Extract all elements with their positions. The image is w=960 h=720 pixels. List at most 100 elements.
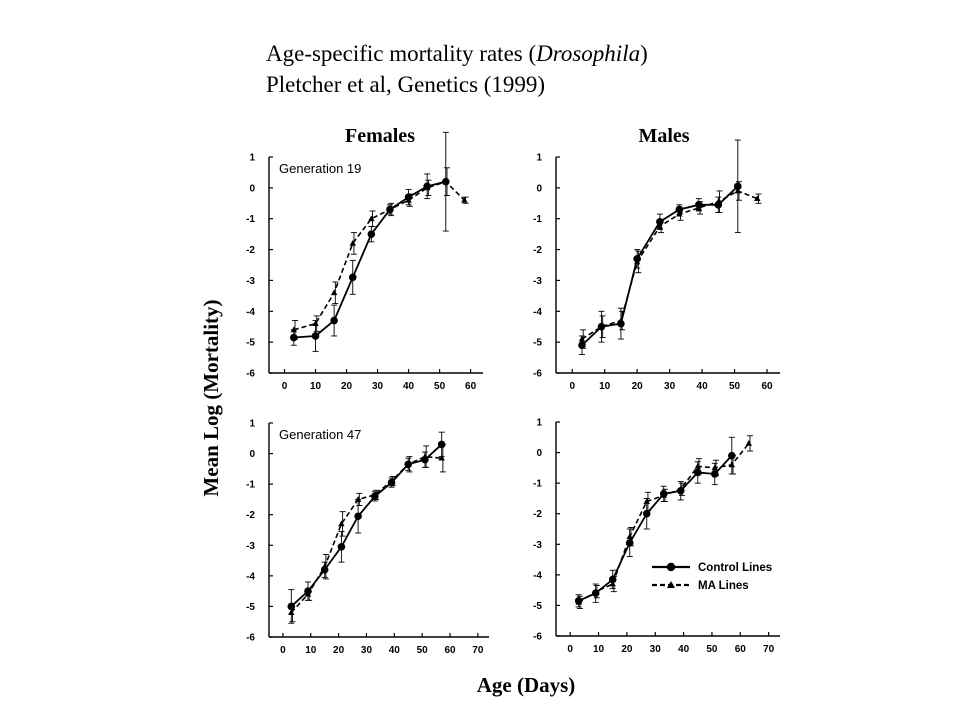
series-line [578,455,733,602]
title-suffix: ) [640,41,648,66]
data-point-ma [321,563,328,570]
y-tick-label: 1 [536,153,542,164]
data-point-ma [711,464,718,471]
y-axis-label: Mean Log (Mortality) [199,299,223,496]
y-tick-label: 0 [536,183,542,194]
data-point-control [733,182,742,191]
x-tick-label: 20 [341,381,353,392]
data-point-ma [633,258,641,265]
data-point-control [608,575,617,584]
data-point-ma [695,204,703,211]
slide-title-line2: Pletcher et al, Genetics (1999) [266,72,546,97]
slide-title: Age-specific mortality rates (Drosophila… [266,38,648,100]
data-point-control [311,332,320,340]
data-point-ma [592,588,599,595]
x-tick-label: 30 [361,645,373,656]
x-tick-label: 40 [389,645,401,656]
series-control-lines [290,131,450,352]
legend-control-marker [666,562,676,572]
data-point-ma [643,498,650,504]
y-tick-label: -5 [246,338,255,349]
x-tick-label: 70 [763,644,775,655]
series-ma-lines [288,443,446,623]
data-point-ma [609,580,616,587]
slide-title-line1: Age-specific mortality rates (Drosophila… [266,38,648,69]
data-point-ma [386,206,394,212]
data-point-ma [728,461,735,468]
x-tick-label: 10 [599,381,611,392]
x-tick-label: 10 [310,381,322,392]
x-tick-label: 50 [434,381,446,392]
data-point-ma [421,453,429,460]
y-tick-label: -1 [533,479,542,490]
y-tick-label: -5 [246,602,255,613]
x-tick-label: 30 [650,644,662,655]
data-point-control [337,543,346,551]
y-tick-label: -5 [533,601,542,612]
data-point-ma [734,187,741,194]
y-tick-label: -6 [246,633,255,644]
y-tick-label: -6 [246,369,255,380]
series-line [581,190,758,340]
y-tick-label: 1 [536,418,542,429]
x-tick-label: 50 [706,644,718,655]
series-line [578,442,750,604]
y-tick-label: -2 [533,245,542,256]
series-ma-lines [578,181,762,349]
y-tick-label: -4 [533,570,542,581]
x-tick-label: 60 [465,381,477,392]
title-prefix: Age-specific mortality rates ( [266,41,537,66]
y-tick-label: -4 [533,307,542,318]
data-point-ma [461,196,468,203]
y-tick-label: -1 [533,214,542,225]
data-point-ma [312,320,319,327]
data-point-ma [368,215,375,222]
y-tick-label: -3 [533,540,542,551]
data-point-control [642,509,651,518]
x-tick-label: 50 [729,381,741,392]
data-point-control [367,230,376,238]
y-tick-label: -2 [533,509,542,520]
y-tick-label: -5 [533,338,542,349]
y-tick-label: 0 [249,183,255,194]
y-tick-label: 1 [249,153,255,164]
x-tick-label: 30 [664,381,676,392]
y-tick-label: 0 [249,449,255,460]
data-point-ma [438,454,445,461]
data-point-ma [598,323,605,330]
data-point-control [348,273,357,282]
legend: Control Lines MA Lines [652,562,772,592]
data-point-ma [745,440,753,446]
data-point-ma [290,326,298,333]
data-point-control [354,512,362,521]
y-tick-label: 0 [536,448,542,459]
series-ma-lines [575,435,754,609]
x-axis-label: Age (Days) [477,673,576,697]
column-title-males: Males [638,125,689,147]
generation-label: Generation 19 [279,161,361,176]
y-tick-label: -6 [533,369,542,380]
data-point-ma [349,240,356,246]
legend-ma-label: MA Lines [698,580,749,592]
data-point-control [290,333,298,342]
data-point-ma [715,198,722,205]
panel-females-generation-47: 10-1-2-3-4-5-60 10 20 30 40 50 60 70Generation … [246,419,489,656]
data-point-control [287,602,296,611]
data-point-ma [388,477,395,484]
title-species: Drosophila [536,41,641,66]
data-point-ma [754,195,761,202]
x-tick-label: 40 [403,381,415,392]
x-tick-label: 70 [472,645,484,656]
data-point-ma [676,210,683,217]
x-tick-label: 0 [569,381,575,392]
series-line [581,185,739,346]
legend-ma-marker [667,581,675,588]
data-point-ma [694,462,701,469]
x-tick-label: 50 [417,645,429,656]
y-tick-label: -4 [246,307,255,318]
panel-males-generation-19: 10-1-2-3-4-5-60 10 20 30 40 50 60 [533,139,780,392]
series-line [290,455,442,614]
series-line [290,443,443,608]
